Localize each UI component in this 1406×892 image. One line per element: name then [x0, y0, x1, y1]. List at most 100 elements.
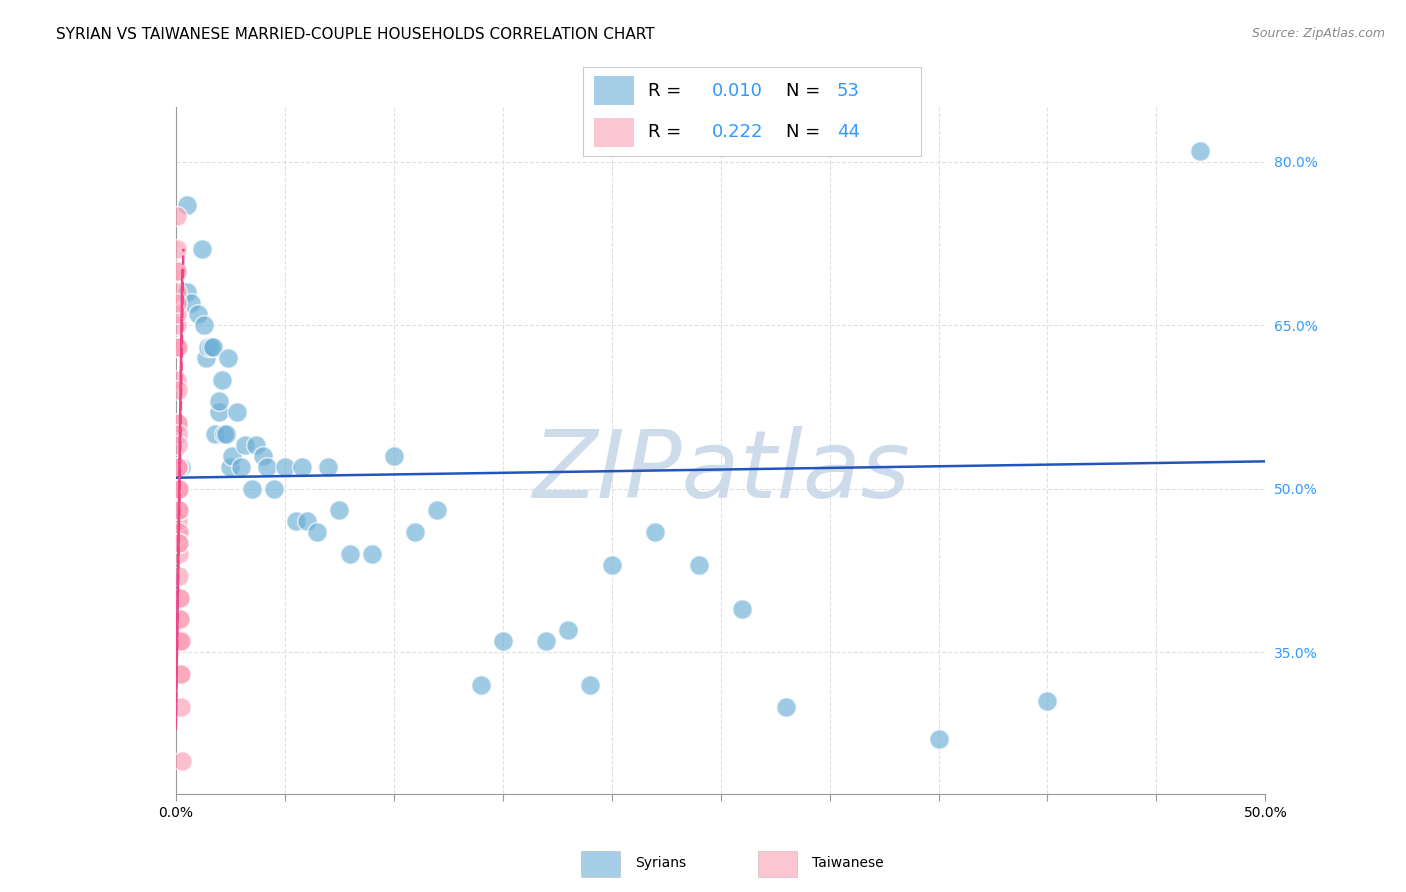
Point — [169, 612, 191, 626]
Text: Syrians: Syrians — [636, 856, 686, 870]
Point — [169, 667, 191, 681]
Point — [166, 416, 188, 430]
Text: ZIPatlas: ZIPatlas — [531, 425, 910, 516]
Point — [186, 307, 209, 321]
Text: 53: 53 — [837, 81, 859, 100]
Point — [256, 459, 278, 474]
Point — [176, 198, 198, 212]
Point — [217, 351, 239, 365]
Point — [291, 459, 314, 474]
Point — [176, 285, 198, 300]
Point — [169, 591, 191, 605]
Point — [263, 482, 285, 496]
Point — [169, 634, 191, 648]
Point — [167, 482, 190, 496]
Text: N =: N = — [786, 123, 825, 142]
Text: 44: 44 — [837, 123, 859, 142]
Point — [534, 634, 557, 648]
Point — [731, 601, 754, 615]
Point — [170, 699, 193, 714]
Point — [225, 405, 247, 419]
Point — [167, 547, 190, 561]
Point — [1189, 144, 1212, 158]
Text: SYRIAN VS TAIWANESE MARRIED-COUPLE HOUSEHOLDS CORRELATION CHART: SYRIAN VS TAIWANESE MARRIED-COUPLE HOUSE… — [56, 27, 655, 42]
Point — [405, 525, 427, 540]
Text: 0.222: 0.222 — [711, 123, 763, 142]
Point — [169, 667, 191, 681]
Point — [221, 449, 243, 463]
Bar — [593, 118, 634, 147]
Point — [235, 438, 257, 452]
Point — [644, 525, 666, 540]
Bar — [758, 851, 797, 877]
Point — [928, 732, 950, 747]
Point — [167, 503, 190, 517]
Point — [492, 634, 515, 648]
Point — [180, 296, 202, 310]
Point — [167, 525, 190, 540]
Point — [328, 503, 350, 517]
Point — [339, 547, 361, 561]
Point — [166, 340, 188, 354]
Point — [167, 503, 190, 517]
Point — [240, 482, 263, 496]
Point — [231, 459, 253, 474]
Point — [167, 536, 190, 550]
Point — [167, 459, 190, 474]
Point — [191, 242, 214, 256]
Point — [212, 427, 235, 442]
Point — [167, 525, 190, 540]
Text: Source: ZipAtlas.com: Source: ZipAtlas.com — [1251, 27, 1385, 40]
Point — [169, 612, 191, 626]
Point — [382, 449, 405, 463]
Point — [169, 634, 191, 648]
Text: R =: R = — [648, 123, 686, 142]
Point — [252, 449, 274, 463]
Point — [197, 340, 219, 354]
Point — [557, 624, 579, 638]
Point — [208, 405, 231, 419]
Point — [172, 754, 194, 768]
Point — [167, 459, 190, 474]
Point — [167, 536, 190, 550]
Point — [579, 678, 602, 692]
Point — [166, 373, 188, 387]
Point — [167, 503, 190, 517]
Text: Taiwanese: Taiwanese — [813, 856, 883, 870]
Point — [166, 318, 188, 332]
Bar — [581, 851, 620, 877]
Point — [169, 634, 191, 648]
Point — [166, 340, 188, 354]
Point — [295, 514, 318, 528]
Point — [201, 340, 224, 354]
Point — [169, 591, 191, 605]
Point — [600, 558, 623, 572]
Point — [167, 459, 190, 474]
Point — [274, 459, 297, 474]
Text: 0.010: 0.010 — [711, 81, 762, 100]
Text: N =: N = — [786, 81, 825, 100]
Point — [166, 242, 188, 256]
Point — [1036, 694, 1059, 708]
Point — [215, 427, 238, 442]
Point — [361, 547, 384, 561]
Point — [200, 340, 222, 354]
Point — [318, 459, 340, 474]
Point — [167, 438, 190, 452]
Point — [166, 285, 188, 300]
Point — [167, 427, 190, 442]
Point — [775, 699, 797, 714]
Point — [167, 416, 190, 430]
Point — [166, 296, 188, 310]
Point — [195, 351, 218, 365]
Point — [284, 514, 307, 528]
Point — [470, 678, 492, 692]
Point — [167, 482, 190, 496]
Point — [170, 459, 193, 474]
Point — [211, 373, 233, 387]
Point — [169, 569, 191, 583]
Point — [166, 384, 188, 398]
Point — [426, 503, 449, 517]
Point — [166, 340, 188, 354]
Point — [307, 525, 329, 540]
